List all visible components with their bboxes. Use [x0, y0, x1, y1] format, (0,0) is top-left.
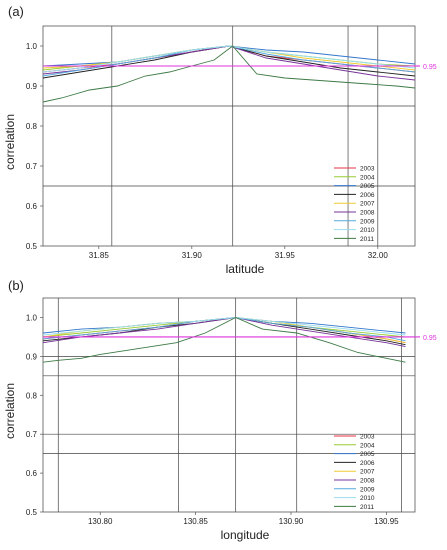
threshold-label: 0.95: [423, 64, 437, 71]
y-tick-label: 0.6: [26, 202, 38, 211]
series-line-2007: [42, 317, 406, 344]
legend-label-2006: 2006: [360, 192, 375, 199]
chart-panel-b: (b) 0.5 0.6 0.7 0.8 0.9 1.0 130.80 130.85 130.90 1…: [3, 278, 437, 542]
y-tick-label: 1.0: [26, 313, 38, 322]
legend-label-2004: 2004: [360, 442, 375, 449]
y-tick-label: 0.8: [26, 122, 38, 131]
legend-label-2009: 2009: [360, 486, 375, 493]
legend-label-2003: 2003: [360, 166, 375, 173]
y-axis-label: correlation: [3, 383, 17, 439]
legend-label-2005: 2005: [360, 183, 375, 190]
y-tick-label: 0.9: [26, 82, 38, 91]
series-line-2008: [42, 317, 406, 348]
y-tick-label: 0.7: [26, 430, 38, 439]
legend-label-2005: 2005: [360, 451, 375, 458]
plot-frame: [42, 25, 416, 247]
legend-label-2008: 2008: [360, 478, 375, 485]
y-tick-label: 0.5: [26, 242, 38, 251]
legend-label-2010: 2010: [360, 495, 375, 502]
y-tick-label: 0.7: [26, 162, 38, 171]
x-axis-label: longitude: [221, 528, 270, 542]
series-line-2011: [42, 317, 406, 363]
legend-label-2007: 2007: [360, 201, 375, 208]
series-line-2010: [42, 317, 406, 336]
y-tick-label: 0.6: [26, 469, 38, 478]
series-line-2003: [42, 317, 406, 344]
x-tick-label: 31.90: [182, 251, 203, 260]
legend-label-2004: 2004: [360, 174, 375, 181]
x-tick-label: 32.00: [368, 251, 389, 260]
y-tick-label: 0.5: [26, 508, 38, 517]
legend-label-2010: 2010: [360, 227, 375, 234]
y-tick-label: 0.8: [26, 391, 38, 400]
legend-label-2003: 2003: [360, 434, 375, 441]
x-tick-label: 130.95: [374, 517, 399, 526]
x-tick-label: 130.85: [183, 517, 208, 526]
x-tick-label: 130.90: [279, 517, 304, 526]
legend-label-2007: 2007: [360, 469, 375, 476]
chart-panel-a: (a) 0.5 0.6 0.7 0.8 0.9 1.0 31.85 31.90 31.95 32.0…: [3, 4, 437, 276]
legend-label-2009: 2009: [360, 218, 375, 225]
panel-label: (a): [8, 4, 24, 19]
panel-label: (b): [8, 278, 24, 293]
plot-frame: [42, 297, 416, 513]
series-line-2011: [42, 45, 416, 103]
x-tick-label: 31.95: [275, 251, 296, 260]
series-line-2010: [42, 45, 416, 73]
legend-label-2008: 2008: [360, 210, 375, 217]
series-line-2003: [42, 45, 416, 73]
legend-label-2011: 2011: [360, 236, 374, 243]
legend-label-2011: 2011: [360, 504, 374, 511]
series-line-2005: [42, 317, 406, 334]
y-axis-label: correlation: [3, 114, 17, 170]
x-axis-label: latitude: [226, 262, 265, 276]
legend-label-2006: 2006: [360, 460, 375, 467]
x-tick-label: 31.85: [89, 251, 110, 260]
y-tick-label: 0.9: [26, 352, 38, 361]
x-tick-label: 130.80: [88, 517, 113, 526]
threshold-label: 0.95: [423, 335, 437, 342]
series-line-2009: [42, 45, 416, 77]
y-tick-label: 1.0: [26, 42, 38, 51]
